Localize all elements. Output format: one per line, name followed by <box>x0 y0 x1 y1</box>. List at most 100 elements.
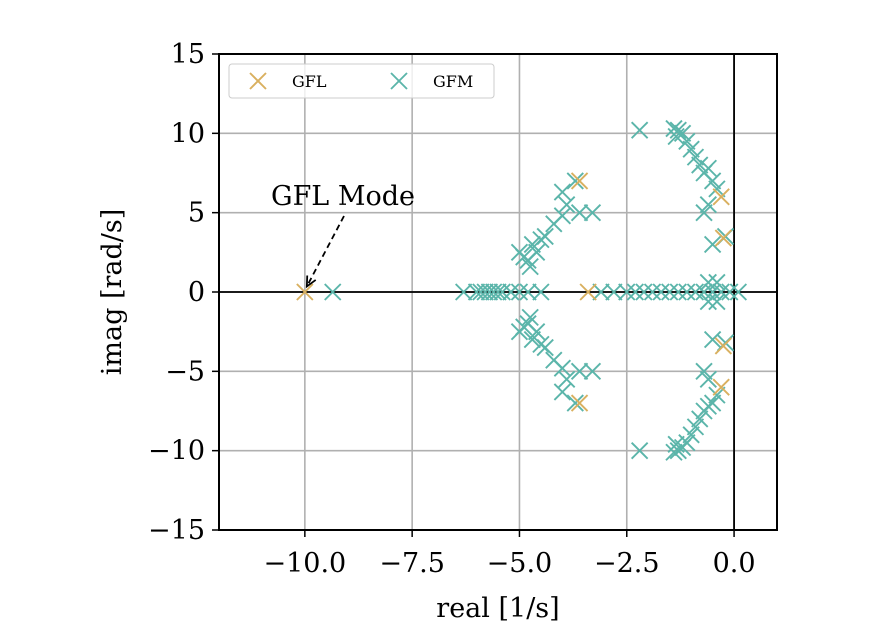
legend-entry-gfl: GFL <box>249 72 327 91</box>
marker-gfm <box>686 418 705 436</box>
marker-gfm <box>480 283 499 301</box>
marker-gfm <box>699 159 717 177</box>
marker-gfm <box>699 370 717 388</box>
marker-gfm <box>699 292 717 311</box>
y-tick-label: 10 <box>171 118 205 149</box>
marker-gfm <box>618 283 636 301</box>
y-tick-label: −10 <box>148 436 205 467</box>
marker-gfm <box>643 283 662 301</box>
legend: GFL GFM <box>228 63 495 99</box>
marker-gfm <box>476 283 494 301</box>
marker-gfm <box>553 359 572 377</box>
marker-gfm <box>635 283 653 301</box>
marker-gfm <box>699 273 717 292</box>
annotation-arrow <box>306 215 345 287</box>
marker-gfm <box>729 283 748 301</box>
marker-gfl <box>570 394 589 412</box>
marker-gfm <box>630 121 649 139</box>
marker-gfm <box>703 394 722 412</box>
marker-gfm <box>566 172 584 190</box>
marker-gfm <box>695 362 713 381</box>
x-tick-label: 0.0 <box>713 548 756 579</box>
marker-gfl <box>714 337 733 355</box>
marker-gfm <box>489 283 507 301</box>
x-tick-label: −2.5 <box>594 548 660 579</box>
marker-gfm <box>558 370 576 388</box>
marker-gfm <box>493 283 511 301</box>
annotation-arrowhead <box>305 275 317 289</box>
annotation: GFL Mode <box>271 181 415 289</box>
marker-gfl <box>570 172 589 190</box>
marker-gfm <box>527 322 546 341</box>
axis-ticks: −10.0 −7.5 −5.0 −2.5 0.0 15 10 5 0 −5 −10 −15 <box>148 39 756 579</box>
marker-gfm <box>510 283 529 301</box>
annotation-text: GFL Mode <box>271 181 415 212</box>
marker-gfm <box>708 273 726 292</box>
marker-gfl <box>712 188 730 206</box>
marker-gfm <box>523 235 542 254</box>
marker-gfm <box>626 283 645 301</box>
marker-gfm <box>703 283 722 301</box>
legend-marker-gfm <box>390 72 408 90</box>
legend-box <box>228 63 495 99</box>
marker-gfm <box>678 434 696 452</box>
marker-gfm <box>699 196 717 214</box>
marker-gfm <box>703 330 722 349</box>
y-tick-label: −15 <box>148 515 205 546</box>
marker-gfm <box>691 410 709 428</box>
marker-gfm <box>570 203 589 222</box>
x-tick-label: −10.0 <box>263 548 346 579</box>
marker-gfl <box>296 283 314 301</box>
marker-gfm <box>523 330 542 349</box>
marker-gfm <box>532 283 550 301</box>
marker-gfm <box>521 257 539 276</box>
marker-gfm <box>630 441 649 460</box>
marker-gfm <box>708 292 726 311</box>
data-markers <box>296 119 748 461</box>
marker-gfm <box>553 207 572 225</box>
marker-gfm <box>669 283 687 301</box>
marker-gfl <box>579 283 597 301</box>
marker-gfl <box>714 229 733 247</box>
marker-gfm <box>686 148 705 166</box>
marker-gfm <box>695 203 713 222</box>
marker-gfm <box>521 308 539 327</box>
marker-gfm <box>558 196 576 214</box>
marker-gfm <box>472 283 490 301</box>
marker-gfm <box>519 283 537 301</box>
marker-gfm <box>678 283 696 301</box>
marker-gfm <box>667 127 685 146</box>
marker-gfm <box>682 140 700 158</box>
marker-gfm <box>553 183 572 201</box>
marker-gfm <box>721 283 739 301</box>
x-tick-label: −5.0 <box>487 548 553 579</box>
marker-gfm <box>485 283 503 301</box>
marker-gfm <box>527 243 546 262</box>
marker-gfm <box>605 283 623 301</box>
marker-gfm <box>703 172 722 190</box>
y-tick-label: 0 <box>188 277 205 308</box>
x-axis-label: real [1/s] <box>436 593 559 624</box>
marker-gfm <box>570 362 589 381</box>
marker-gfm <box>536 338 554 357</box>
legend-label-gfm: GFM <box>433 72 473 91</box>
legend-x-gfm <box>390 72 408 90</box>
y-tick-label: 5 <box>188 198 205 229</box>
y-tick-label: 15 <box>171 39 205 70</box>
marker-gfm <box>712 283 730 301</box>
marker-gfm <box>566 394 584 412</box>
marker-gfm <box>703 235 722 254</box>
marker-gfm <box>678 132 696 150</box>
y-tick-label: −5 <box>165 356 205 387</box>
marker-gfm <box>592 283 610 301</box>
marker-gfm <box>667 435 685 453</box>
marker-gfm <box>467 283 486 301</box>
marker-gfm <box>583 203 602 222</box>
marker-gfm <box>454 283 473 301</box>
legend-marker-gfl <box>249 72 267 90</box>
marker-gfm <box>553 383 572 401</box>
legend-entry-gfm: GFM <box>390 72 473 91</box>
legend-label-gfl: GFL <box>292 72 327 91</box>
marker-gfl <box>712 378 730 396</box>
